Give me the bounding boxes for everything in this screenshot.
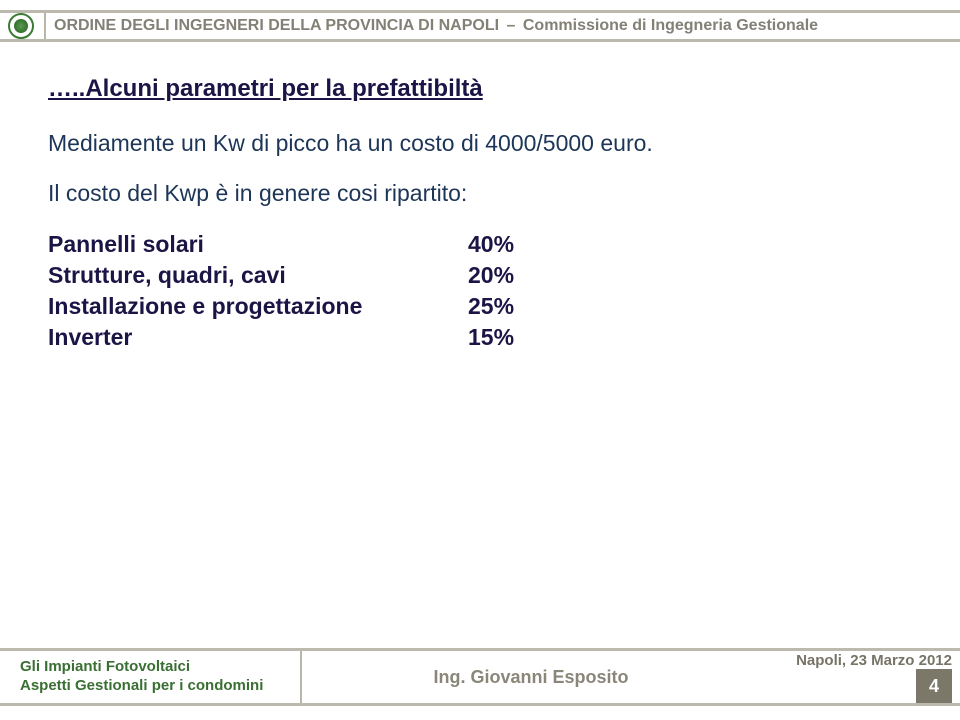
- header-dash: –: [507, 17, 520, 34]
- table-row: Installazione e progettazione 25%: [48, 291, 912, 322]
- row-label: Pannelli solari: [48, 229, 468, 260]
- header-text: ORDINE DEGLI INGEGNERI DELLA PROVINCIA D…: [54, 17, 818, 35]
- header-commission: Commissione di Ingegneria Gestionale: [523, 17, 818, 34]
- footer-left-line1: Gli Impianti Fotovoltaici: [20, 658, 292, 677]
- footer-right-text: Napoli, 23 Marzo 2012: [796, 652, 952, 669]
- footer-right: Napoli, 23 Marzo 2012 4: [760, 652, 960, 703]
- table-row: Strutture, quadri, cavi 20%: [48, 260, 912, 291]
- row-pct: 40%: [468, 229, 548, 260]
- row-label: Inverter: [48, 322, 468, 353]
- org-logo-inner: [14, 19, 28, 33]
- slide-title: …..Alcuni parametri per la prefattibiltà: [48, 75, 912, 103]
- footer-band: Gli Impianti Fotovoltaici Aspetti Gestio…: [0, 648, 960, 706]
- row-pct: 15%: [468, 322, 548, 353]
- header-divider: [44, 13, 46, 39]
- row-label: Installazione e progettazione: [48, 291, 468, 322]
- table-row: Pannelli solari 40%: [48, 229, 912, 260]
- row-pct: 25%: [468, 291, 548, 322]
- header-org: ORDINE DEGLI INGEGNERI DELLA PROVINCIA D…: [54, 17, 499, 34]
- table-row: Inverter 15%: [48, 322, 912, 353]
- row-label: Strutture, quadri, cavi: [48, 260, 468, 291]
- intro-line: Mediamente un Kw di picco ha un costo di…: [48, 129, 912, 159]
- org-logo: [8, 13, 34, 39]
- row-pct: 20%: [468, 260, 548, 291]
- lead-line: Il costo del Kwp è in genere cosi ripart…: [48, 179, 912, 209]
- header-band: ORDINE DEGLI INGEGNERI DELLA PROVINCIA D…: [0, 10, 960, 42]
- footer-left-line2: Aspetti Gestionali per i condomini: [20, 677, 292, 696]
- footer-center: Ing. Giovanni Esposito: [302, 667, 760, 688]
- cost-table: Pannelli solari 40% Strutture, quadri, c…: [48, 229, 912, 353]
- footer-left: Gli Impianti Fotovoltaici Aspetti Gestio…: [0, 658, 300, 696]
- slide-content: …..Alcuni parametri per la prefattibiltà…: [48, 75, 912, 353]
- page-number-box: 4: [916, 669, 952, 703]
